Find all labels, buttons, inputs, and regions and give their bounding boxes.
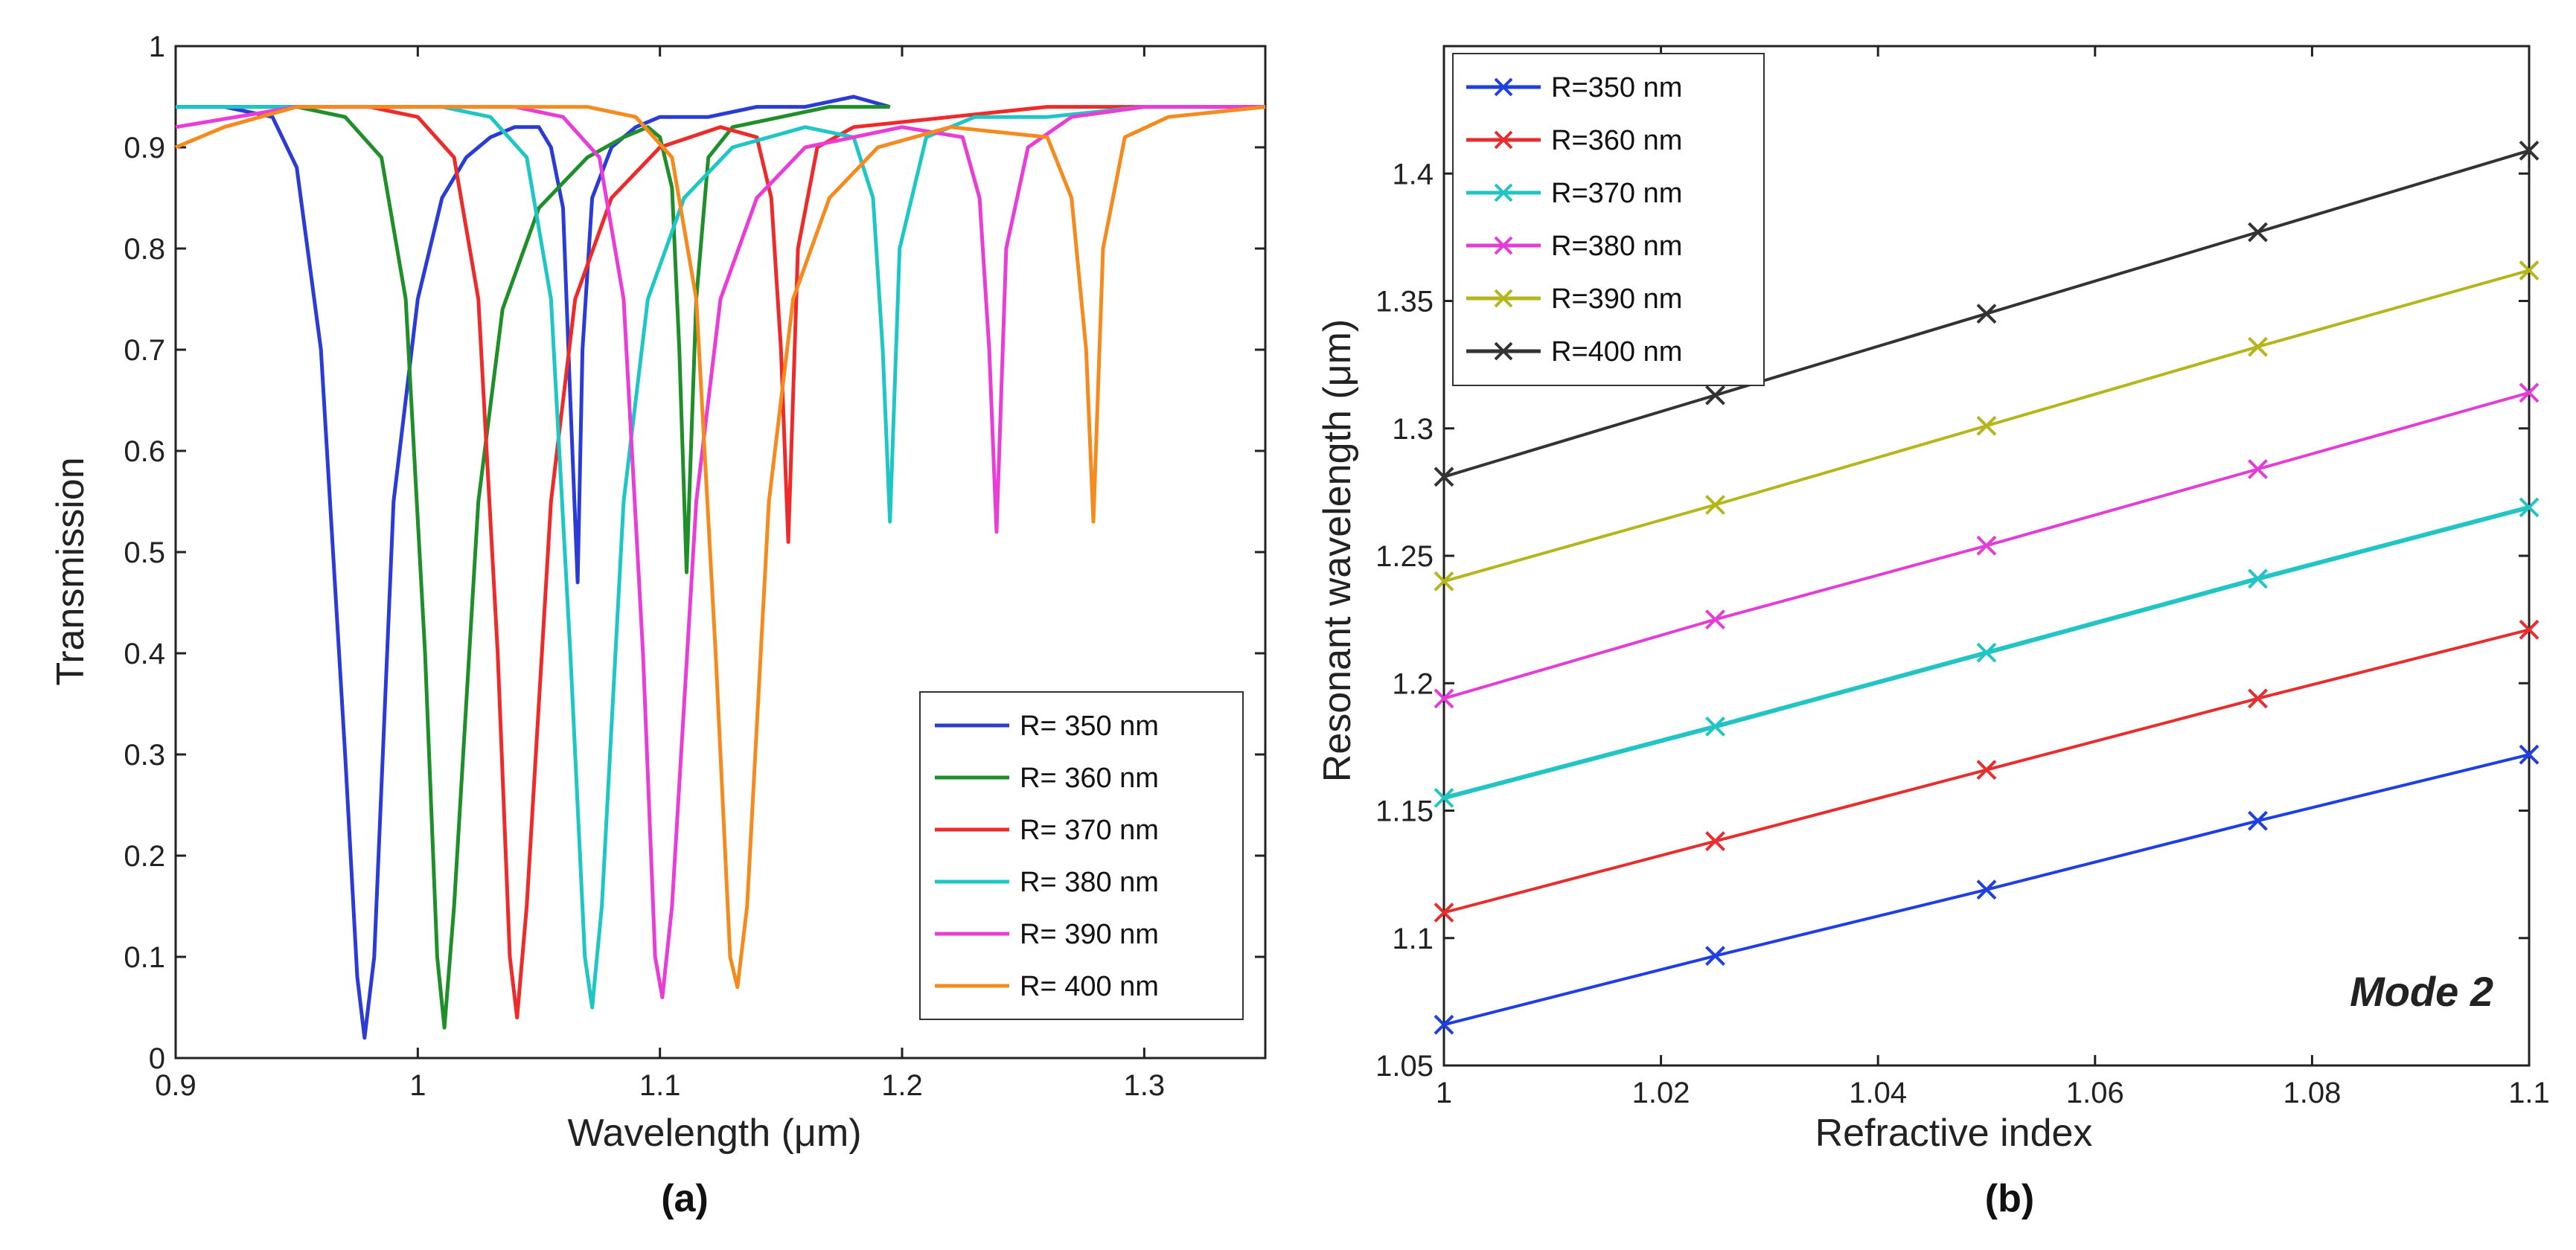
x-tick-label: 1.1 [2508, 1077, 2550, 1109]
legend-label: R= 390 nm [1020, 919, 1159, 950]
data-point-marker [2248, 222, 2268, 243]
data-point-marker [2519, 497, 2540, 518]
data-point-marker [1434, 688, 1454, 709]
x-tick-label: 1 [1436, 1077, 1452, 1109]
y-tick-label: 1.3 [1392, 413, 1434, 446]
x-tick-label: 1.1 [639, 1069, 681, 1102]
data-point-marker [1705, 831, 1725, 852]
series-line-370nm [176, 105, 1265, 1020]
series-line-360nm [176, 105, 890, 1030]
y-tick-label: 0 [149, 1042, 165, 1075]
x-tick-label: 1.2 [881, 1069, 923, 1102]
x-axis-title-b: Refractive index [1815, 1112, 2093, 1155]
panel-a: 0.9 1 1.1 1.2 1.3 0 0.1 0.2 0.3 0.4 0.5 0.6 0.7 0.8 0.… [49, 31, 1267, 1220]
data-point-marker [1705, 946, 1725, 967]
data-point-marker [2248, 568, 2268, 589]
plot-area-b: 1 1.02 1.04 1.06 1.08 1.1 1.05 1.1 1.15 1.2 1.25 1.… [1375, 45, 2550, 1109]
legend-label: R=390 nm [1551, 283, 1682, 315]
y-tick-label: 1.4 [1392, 158, 1434, 190]
legend-box [919, 691, 1244, 1020]
plot-area-a: 0.9 1 1.1 1.2 1.3 0 0.1 0.2 0.3 0.4 0.5 0.6 0.7 0.8 0.… [124, 31, 1267, 1102]
data-point-marker [1494, 77, 1513, 97]
data-point-marker [1494, 183, 1513, 202]
caption-a: (a) [661, 1177, 709, 1220]
legend-label: R= 360 nm [1020, 763, 1159, 794]
data-point-marker [1494, 289, 1513, 308]
x-tick-label: 0.9 [155, 1069, 196, 1102]
data-point-marker [1434, 903, 1454, 923]
y-tick-label: 0.1 [124, 941, 165, 974]
data-point-marker [1494, 130, 1513, 150]
x-axis-title-a: Wavelength (μm) [567, 1112, 861, 1155]
data-point-marker [2519, 260, 2540, 281]
y-tick-label: 0.5 [124, 536, 165, 569]
data-point-marker [1705, 495, 1725, 515]
y-axis-title-b: Resonant wavelength (μm) [1316, 319, 1359, 782]
series-line-390nm [175, 105, 1265, 999]
data-point-marker [1976, 415, 1997, 436]
legend-label: R=380 nm [1551, 231, 1682, 262]
data-point-marker [1434, 571, 1454, 592]
x-tick-label: 1.3 [1124, 1069, 1166, 1102]
y-tick-label: 1.2 [1392, 667, 1434, 700]
data-point-marker [1434, 1014, 1454, 1035]
y-tick-label: 0.9 [124, 132, 165, 164]
data-point-marker [1976, 642, 1997, 663]
y-tick-label: 0.3 [124, 739, 165, 772]
data-point-marker [1494, 342, 1513, 361]
caption-b: (b) [1985, 1177, 2034, 1220]
data-point-marker [1705, 717, 1725, 737]
data-point-marker [1976, 760, 1997, 781]
legend-box [1452, 53, 1765, 386]
data-point-marker [1976, 879, 1997, 900]
y-tick-label: 0.7 [124, 334, 165, 367]
y-tick-label: 1 [149, 31, 165, 63]
mode-annotation: Mode 2 [2350, 968, 2493, 1015]
y-tick-label: 1.35 [1375, 286, 1434, 318]
legend-label: R=360 nm [1551, 125, 1682, 156]
data-point-marker [2519, 619, 2540, 640]
y-tick-label: 0.8 [124, 233, 165, 266]
x-tick-label: 1.02 [1632, 1077, 1690, 1109]
data-point-marker [1705, 609, 1725, 630]
panel-b: 1 1.02 1.04 1.06 1.08 1.1 1.05 1.1 1.15 1.2 1.25 1.… [1288, 0, 2576, 1250]
data-point-marker [2248, 810, 2268, 831]
y-axis-title-a: Transmission [49, 457, 92, 685]
x-tick-label: 1.04 [1849, 1077, 1907, 1109]
data-point-marker [1976, 304, 1997, 324]
series-line-350nm [176, 94, 891, 1040]
y-tick-label: 1.15 [1375, 795, 1434, 828]
data-point-marker [1434, 467, 1454, 487]
x-tick-label: 1 [409, 1069, 426, 1102]
x-tick-label: 1.06 [2066, 1077, 2124, 1109]
y-tick-label: 0.4 [124, 638, 165, 670]
data-point-marker [1705, 385, 1725, 406]
x-tick-label: 1.08 [2283, 1077, 2341, 1109]
data-point-marker [1494, 236, 1513, 255]
data-point-marker [2248, 688, 2268, 709]
y-tick-label: 0.2 [124, 840, 165, 873]
legend-label: R= 350 nm [1020, 711, 1159, 742]
legend-label: R=350 nm [1551, 72, 1682, 103]
y-tick-label: 0.6 [124, 435, 165, 468]
y-tick-label: 1.25 [1375, 540, 1434, 573]
transmission-chart: 0.9 1 1.1 1.2 1.3 0 0.1 0.2 0.3 0.4 0.5 0.6 0.7 0.8 0.… [49, 31, 1267, 1220]
legend-label: R= 380 nm [1020, 867, 1159, 898]
legend-label: R=400 nm [1551, 336, 1682, 368]
y-tick-label: 1.1 [1392, 923, 1434, 955]
data-point-marker [2248, 336, 2268, 357]
data-point-marker [1434, 787, 1454, 808]
data-point-marker [2519, 141, 2540, 161]
legend-label: R= 370 nm [1020, 815, 1159, 846]
y-tick-label: 1.05 [1375, 1050, 1434, 1083]
resonance-chart: 1 1.02 1.04 1.06 1.08 1.1 1.05 1.1 1.15 1.2 1.25 1.… [1316, 45, 2550, 1220]
legend-label: R=370 nm [1551, 178, 1682, 209]
data-point-marker [2519, 744, 2540, 765]
series-line-400nm [175, 105, 1266, 990]
legend-label: R= 400 nm [1020, 971, 1159, 1002]
data-point-marker [2519, 382, 2540, 403]
data-point-marker [2248, 459, 2268, 479]
data-point-marker [1976, 535, 1997, 556]
